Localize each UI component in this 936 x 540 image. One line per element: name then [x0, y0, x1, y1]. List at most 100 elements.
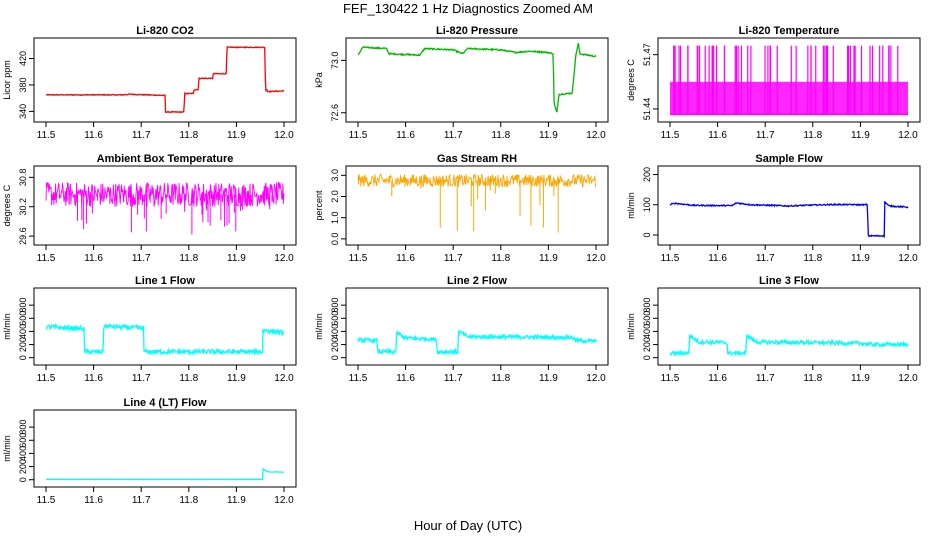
x-tick-label: 11.6 [84, 253, 103, 264]
panel-7: Line 1 Flow 11.5 11.6 11.7 11.8 11.9 12.0 0 2004… [2, 275, 297, 384]
y-axis-label: Licor ppm [2, 60, 12, 100]
x-tick-label: 12.0 [586, 373, 606, 384]
y-tick-label: 200 [18, 459, 28, 474]
x-tick-label: 11.6 [84, 130, 103, 141]
y-tick-label: 600 [18, 433, 28, 448]
y-tick-label: 30.2 [18, 198, 28, 216]
panel-frame [345, 165, 609, 246]
panel-data [670, 45, 908, 116]
x-tick-label: 11.8 [179, 130, 198, 141]
y-tick-label: 400 [18, 324, 28, 339]
y-tick-label: 1.0 [330, 211, 340, 224]
x-tick-label: 11.9 [539, 130, 558, 141]
x-tick-label: 11.6 [708, 373, 727, 384]
series-line [357, 43, 597, 113]
panel-8: Line 2 Flow 11.5 11.6 11.7 11.8 11.9 12.0 0 2004… [314, 275, 609, 384]
y-axis-label: percent [314, 190, 324, 221]
x-tick-label: 11.7 [756, 130, 775, 141]
y-tick-label: 800 [642, 298, 652, 313]
y-tick-label: 73.0 [330, 52, 340, 70]
x-tick-label: 11.7 [132, 253, 151, 264]
panel-2: Li-820 Pressure 11.5 11.6 11.7 11.8 11.9 12.0 7… [314, 25, 609, 141]
panel-data [45, 45, 285, 114]
x-tick-label: 11.7 [444, 253, 463, 264]
x-tick-label: 11.5 [349, 373, 368, 384]
x-tick-label: 12.0 [898, 253, 918, 264]
y-tick-label: 0 [642, 232, 652, 237]
x-tick-label: 11.9 [227, 253, 246, 264]
x-tick-label: 11.9 [227, 373, 246, 384]
series-line [45, 181, 285, 207]
y-axis-label: degrees C [2, 184, 12, 226]
series-line [357, 330, 597, 356]
series-line [669, 201, 909, 239]
panel-4: Ambient Box Temperature 11.5 11.6 11.7 11.8 1… [2, 153, 297, 264]
y-tick-label: 400 [330, 324, 340, 339]
panel-9: Line 3 Flow 11.5 11.6 11.7 11.8 11.9 12.0 0 2004… [626, 275, 921, 384]
y-tick-label: 800 [18, 420, 28, 435]
x-tick-label: 11.8 [179, 495, 198, 506]
x-tick-label: 11.5 [37, 495, 56, 506]
panel-title: Line 3 Flow [759, 275, 819, 287]
panel-data [357, 172, 597, 233]
x-tick-label: 12.0 [898, 373, 918, 384]
x-tick-label: 11.8 [803, 253, 822, 264]
panel-title: Li-820 Temperature [739, 25, 840, 37]
x-tick-label: 11.9 [227, 130, 246, 141]
y-tick-label: 400 [18, 446, 28, 461]
panel-title: Li-820 CO2 [136, 25, 193, 37]
panel-data [45, 468, 284, 481]
x-tick-label: 12.0 [586, 130, 606, 141]
y-tick-label: 340 [18, 104, 28, 119]
x-tick-label: 11.7 [756, 253, 775, 264]
y-tick-label: 800 [18, 298, 28, 313]
panel-data [45, 181, 285, 235]
x-tick-label: 11.5 [349, 253, 368, 264]
panel-frame [33, 409, 297, 488]
series-line [45, 468, 284, 481]
x-tick-label: 11.8 [803, 130, 822, 141]
y-axis-label: ml/min [314, 313, 324, 340]
y-tick-label: 3.0 [330, 169, 340, 182]
series-line [45, 323, 285, 357]
x-tick-label: 11.8 [491, 373, 510, 384]
y-axis-label: ml/min [626, 313, 636, 340]
y-tick-label: 200 [642, 337, 652, 352]
x-tick-label: 11.6 [396, 373, 415, 384]
y-tick-label: 0 [642, 355, 652, 360]
panel-data [669, 334, 909, 357]
y-tick-label: 420 [18, 51, 28, 66]
y-axis-label: ml/min [2, 313, 12, 340]
x-tick-label: 11.9 [851, 130, 870, 141]
panel-frame [345, 37, 609, 123]
y-tick-label: 400 [642, 324, 652, 339]
series-line [669, 334, 909, 357]
x-tick-label: 11.5 [349, 130, 368, 141]
y-tick-label: 200 [18, 337, 28, 352]
x-tick-label: 11.7 [444, 373, 463, 384]
x-tick-label: 11.5 [661, 373, 680, 384]
x-tick-label: 12.0 [274, 495, 294, 506]
series-line [357, 172, 597, 189]
y-tick-label: 0.0 [330, 233, 340, 246]
x-tick-label: 11.5 [37, 373, 56, 384]
y-axis-label: kPa [314, 72, 324, 88]
x-tick-label: 11.8 [803, 373, 822, 384]
x-tick-label: 11.5 [661, 253, 680, 264]
x-tick-label: 11.7 [132, 373, 151, 384]
panel-title: Gas Stream RH [437, 153, 517, 165]
panel-data [669, 201, 909, 239]
panel-3: Li-820 Temperature 11.5 11.6 11.7 11.8 11.9 12… [626, 25, 921, 141]
y-tick-label: 29.6 [18, 227, 28, 245]
y-tick-label: 200 [642, 167, 652, 182]
x-tick-label: 12.0 [274, 373, 294, 384]
y-tick-label: 72.6 [330, 104, 340, 122]
x-tick-label: 11.5 [37, 130, 56, 141]
series-line [45, 45, 285, 114]
x-tick-label: 12.0 [586, 253, 606, 264]
y-tick-label: 0 [330, 355, 340, 360]
x-tick-label: 11.6 [396, 253, 415, 264]
y-tick-label: 2.0 [330, 190, 340, 203]
x-tick-label: 11.8 [179, 373, 198, 384]
x-tick-label: 11.5 [661, 130, 680, 141]
